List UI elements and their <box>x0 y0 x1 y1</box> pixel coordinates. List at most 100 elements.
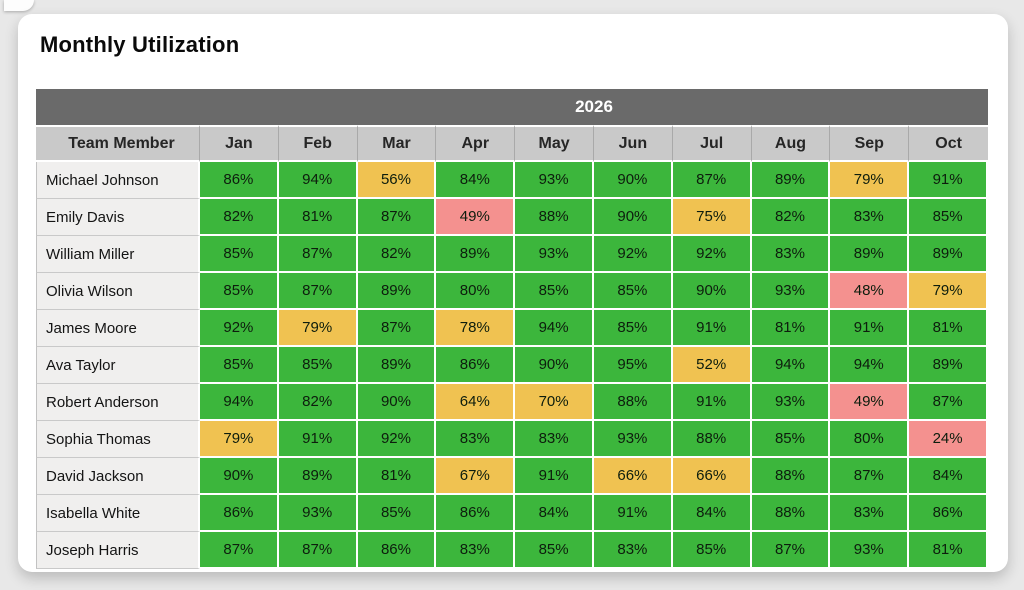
utilization-cell-mar: 89% <box>357 273 437 310</box>
utilization-cell-sep: 49% <box>830 384 910 421</box>
utilization-cell-oct: 24% <box>909 421 988 458</box>
background-card-corner <box>4 0 34 11</box>
utilization-cell-apr: 49% <box>436 199 516 236</box>
utilization-cell-sep: 94% <box>830 347 910 384</box>
table-row: Joseph Harris 87% 87% 86% 83% 85% 83% 85% 87% 93%… <box>36 532 988 569</box>
utilization-cell-mar: 56% <box>357 162 437 199</box>
utilization-cell-mar: 86% <box>357 532 437 569</box>
utilization-cell-sep: 80% <box>830 421 910 458</box>
utilization-cell-may: 88% <box>515 199 594 236</box>
utilization-cell-oct: 91% <box>909 162 988 199</box>
team-member-name: Michael Johnson <box>36 162 200 199</box>
utilization-cell-apr: 83% <box>436 532 516 569</box>
table-row: James Moore 92% 79% 87% 78% 94% 85% 91% 81% 91% 81… <box>36 310 988 347</box>
table-row: William Miller 85% 87% 82% 89% 93% 92% 92% 83% 89… <box>36 236 988 273</box>
utilization-cell-apr: 67% <box>436 458 516 495</box>
utilization-cell-jan: 86% <box>200 162 279 199</box>
table-row: Sophia Thomas 79% 91% 92% 83% 83% 93% 88% 85% 80%… <box>36 421 988 458</box>
utilization-cell-jan: 79% <box>200 421 279 458</box>
column-header-jun: Jun <box>593 125 673 162</box>
column-header-team-member: Team Member <box>36 125 200 162</box>
utilization-cell-oct: 89% <box>909 236 988 273</box>
utilization-cell-jul: 85% <box>672 532 752 569</box>
utilization-cell-aug: 93% <box>751 273 831 310</box>
utilization-cell-may: 93% <box>515 236 594 273</box>
utilization-cell-aug: 88% <box>751 495 831 532</box>
page-title: Monthly Utilization <box>40 32 240 57</box>
utilization-cell-jun: 90% <box>593 199 673 236</box>
utilization-cell-jun: 88% <box>593 384 673 421</box>
utilization-cell-jul: 66% <box>672 458 752 495</box>
utilization-cell-jan: 85% <box>200 236 279 273</box>
utilization-table: 2026 Team Member Jan Feb Mar Apr May Jun Jul Aug… <box>36 89 988 569</box>
utilization-cell-feb: 81% <box>278 199 358 236</box>
utilization-cell-apr: 86% <box>436 347 516 384</box>
table-row: Olivia Wilson 85% 87% 89% 80% 85% 85% 90% 93% 48%… <box>36 273 988 310</box>
column-header-jul: Jul <box>672 125 752 162</box>
utilization-cell-aug: 89% <box>751 162 831 199</box>
team-member-name: David Jackson <box>36 458 200 495</box>
column-header-row: Team Member Jan Feb Mar Apr May Jun Jul Aug Sep Oc… <box>36 125 988 162</box>
team-member-name: Joseph Harris <box>36 532 200 569</box>
utilization-cell-feb: 87% <box>278 236 358 273</box>
table-row: Emily Davis 82% 81% 87% 49% 88% 90% 75% 82% 83% 85… <box>36 199 988 236</box>
utilization-cell-feb: 87% <box>278 273 358 310</box>
utilization-cell-aug: 88% <box>751 458 831 495</box>
utilization-cell-may: 83% <box>515 421 594 458</box>
utilization-cell-may: 93% <box>515 162 594 199</box>
utilization-cell-feb: 93% <box>278 495 358 532</box>
utilization-cell-jul: 84% <box>672 495 752 532</box>
utilization-cell-may: 85% <box>515 532 594 569</box>
column-header-aug: Aug <box>751 125 831 162</box>
utilization-cell-aug: 82% <box>751 199 831 236</box>
utilization-cell-jan: 82% <box>200 199 279 236</box>
table-row: Robert Anderson 94% 82% 90% 64% 70% 88% 91% 93% 4… <box>36 384 988 421</box>
utilization-cell-feb: 85% <box>278 347 358 384</box>
year-header-row: 2026 <box>36 89 988 125</box>
column-header-sep: Sep <box>830 125 910 162</box>
utilization-cell-may: 91% <box>515 458 594 495</box>
utilization-cell-sep: 79% <box>830 162 910 199</box>
utilization-cell-sep: 48% <box>830 273 910 310</box>
utilization-cell-oct: 84% <box>909 458 988 495</box>
utilization-cell-feb: 87% <box>278 532 358 569</box>
team-member-name: James Moore <box>36 310 200 347</box>
team-member-name: Ava Taylor <box>36 347 200 384</box>
utilization-cell-oct: 79% <box>909 273 988 310</box>
utilization-cell-jun: 91% <box>593 495 673 532</box>
year-header: 2026 <box>200 89 988 125</box>
utilization-cell-jul: 88% <box>672 421 752 458</box>
table-row: Ava Taylor 85% 85% 89% 86% 90% 95% 52% 94% 94% 89% <box>36 347 988 384</box>
utilization-cell-mar: 85% <box>357 495 437 532</box>
team-member-name: Isabella White <box>36 495 200 532</box>
utilization-cell-jul: 87% <box>672 162 752 199</box>
column-header-mar: Mar <box>357 125 437 162</box>
utilization-cell-mar: 87% <box>357 310 437 347</box>
year-header-spacer <box>36 89 200 125</box>
utilization-cell-jan: 85% <box>200 347 279 384</box>
utilization-cell-jun: 92% <box>593 236 673 273</box>
utilization-cell-oct: 81% <box>909 310 988 347</box>
column-header-oct: Oct <box>909 125 988 162</box>
utilization-cell-jul: 52% <box>672 347 752 384</box>
team-member-name: William Miller <box>36 236 200 273</box>
utilization-cell-apr: 84% <box>436 162 516 199</box>
utilization-cell-may: 94% <box>515 310 594 347</box>
utilization-cell-jun: 95% <box>593 347 673 384</box>
utilization-cell-jun: 85% <box>593 273 673 310</box>
utilization-cell-feb: 91% <box>278 421 358 458</box>
table-row: David Jackson 90% 89% 81% 67% 91% 66% 66% 88% 87%… <box>36 458 988 495</box>
utilization-cell-jan: 90% <box>200 458 279 495</box>
utilization-cell-mar: 82% <box>357 236 437 273</box>
utilization-cell-feb: 79% <box>278 310 358 347</box>
utilization-cell-apr: 83% <box>436 421 516 458</box>
utilization-cell-mar: 87% <box>357 199 437 236</box>
utilization-cell-jan: 86% <box>200 495 279 532</box>
utilization-cell-jan: 85% <box>200 273 279 310</box>
utilization-cell-jan: 94% <box>200 384 279 421</box>
utilization-cell-sep: 91% <box>830 310 910 347</box>
utilization-cell-feb: 89% <box>278 458 358 495</box>
utilization-cell-may: 70% <box>515 384 594 421</box>
utilization-cell-aug: 85% <box>751 421 831 458</box>
utilization-cell-sep: 87% <box>830 458 910 495</box>
